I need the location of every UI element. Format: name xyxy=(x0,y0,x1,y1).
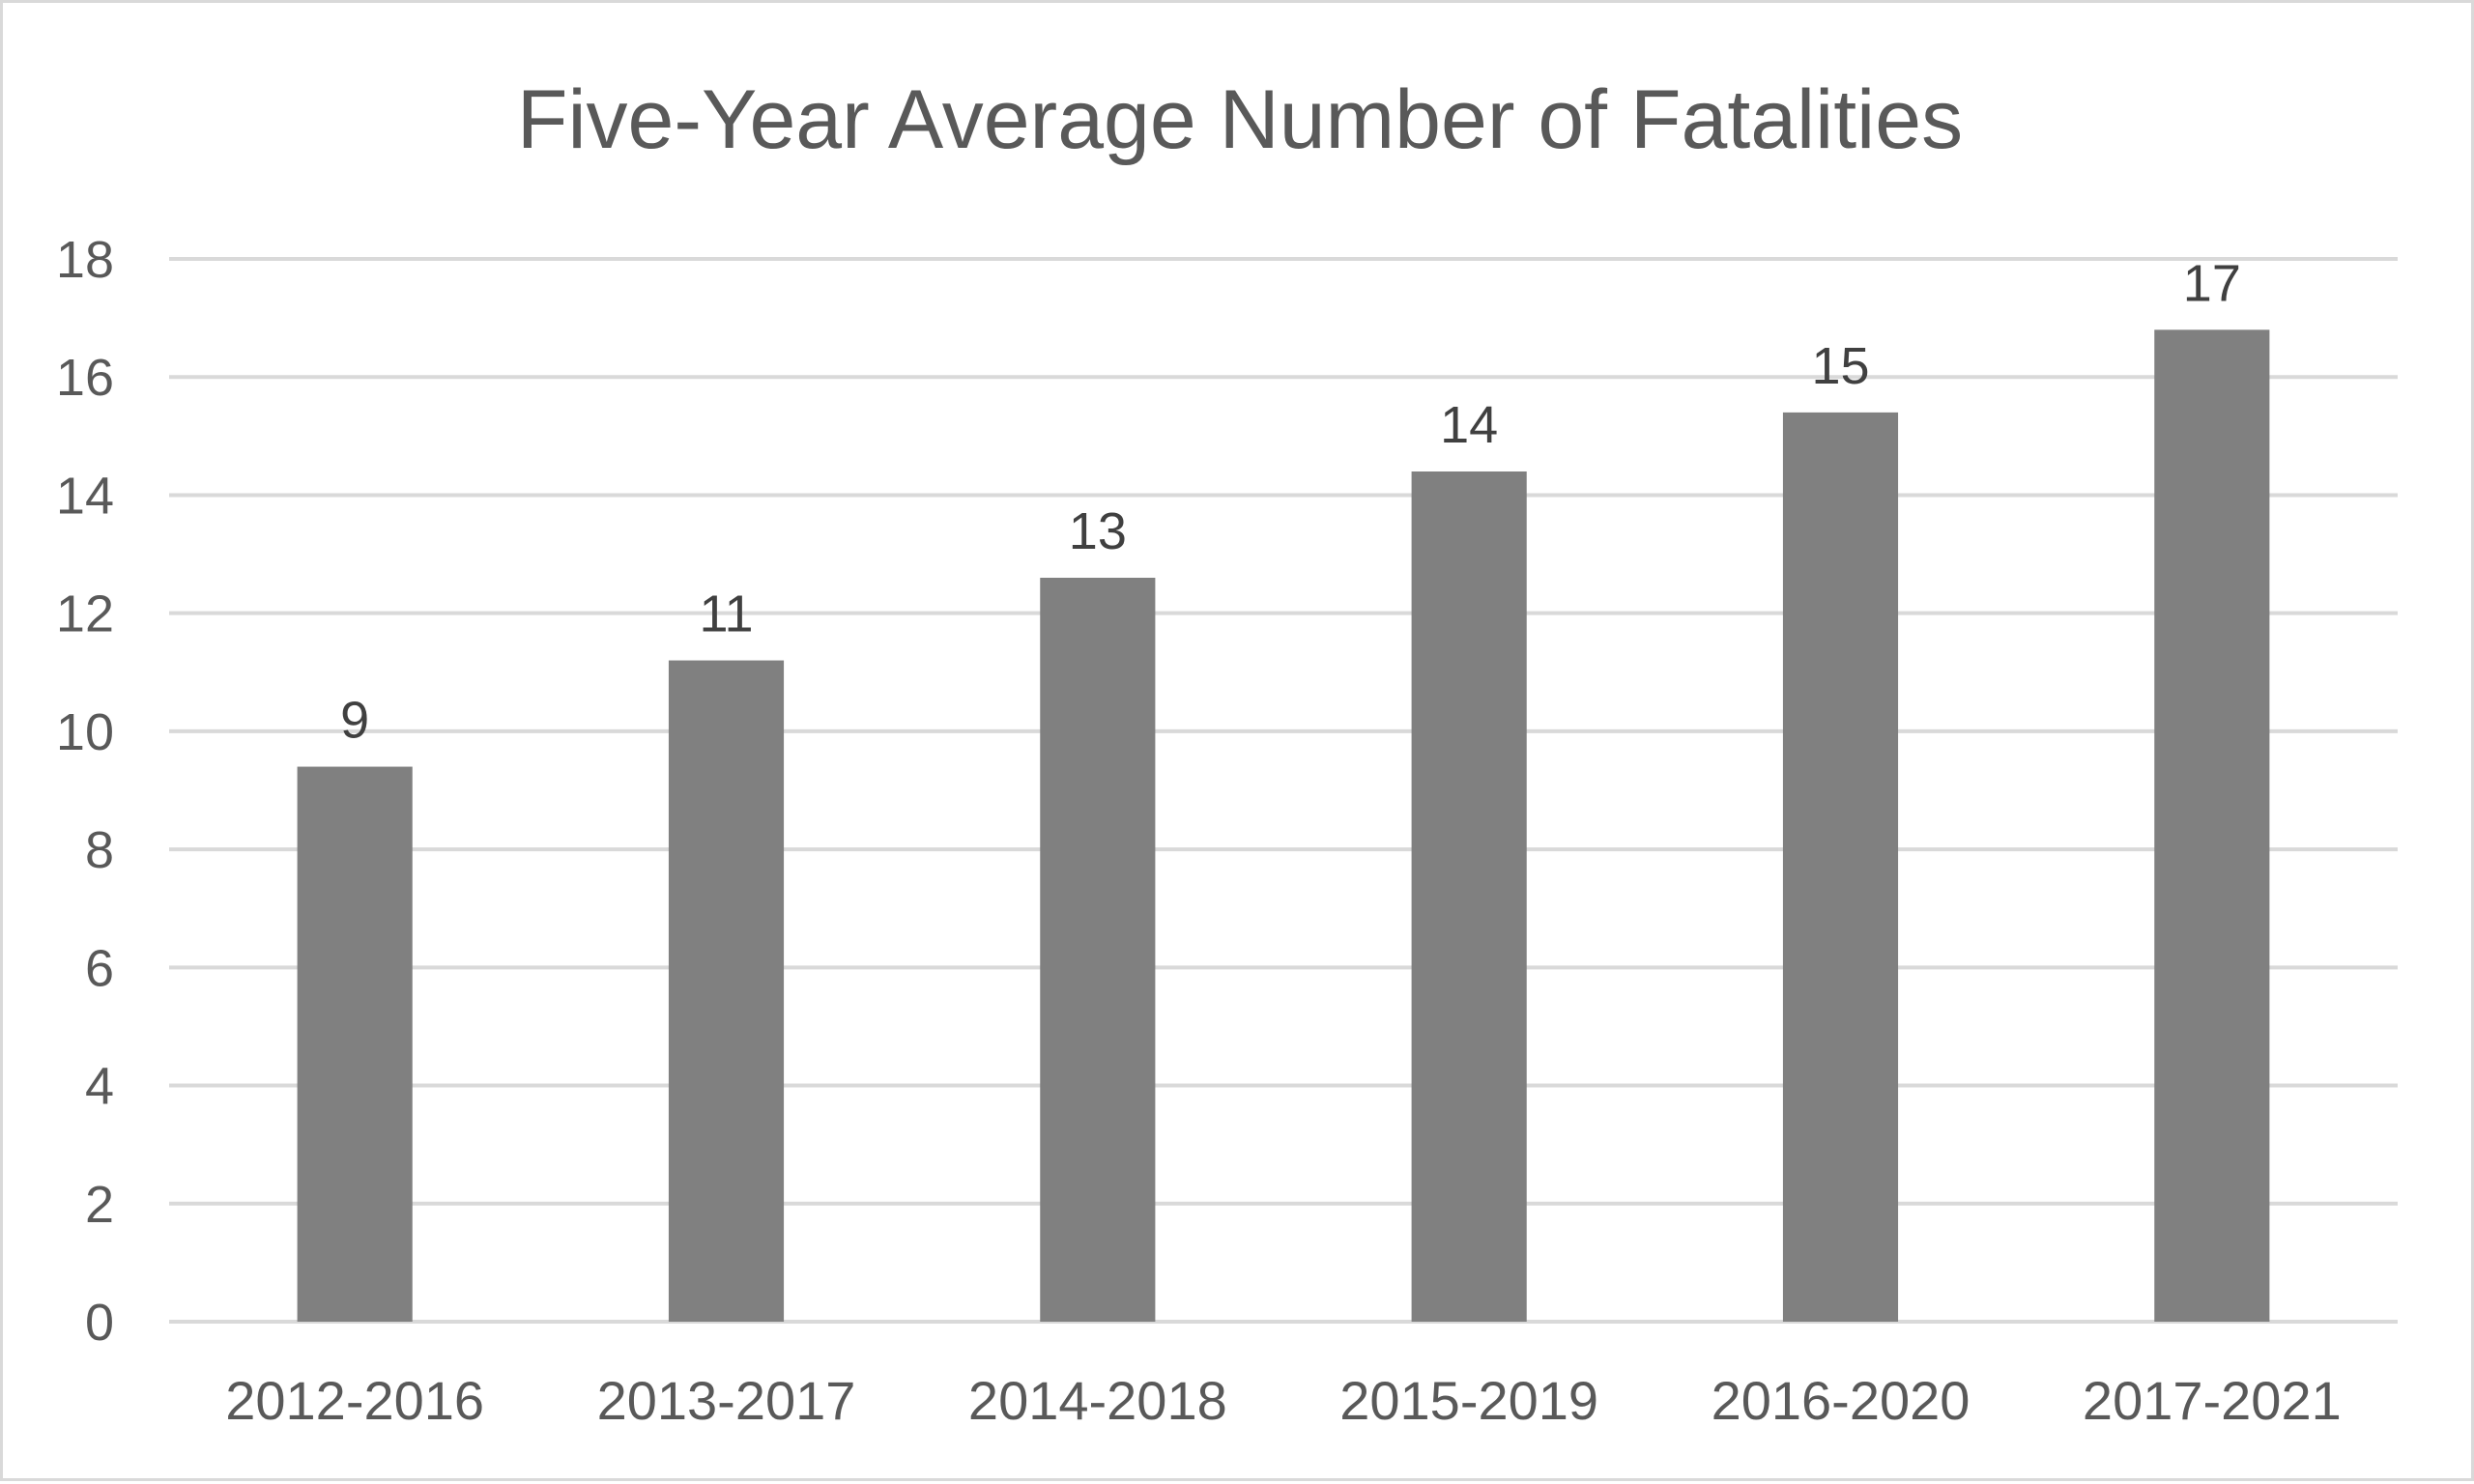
data-label: 14 xyxy=(1440,396,1498,454)
x-category-label: 2013-2017 xyxy=(597,1370,856,1431)
x-category-label: 2014-2018 xyxy=(968,1370,1227,1431)
data-label: 13 xyxy=(1069,502,1127,560)
data-label: 17 xyxy=(2183,254,2241,312)
y-tick-label: 18 xyxy=(56,231,114,289)
bar xyxy=(1411,471,1527,1322)
y-tick-label: 6 xyxy=(85,939,114,997)
x-axis-category-labels: 2012-2016 2013-2017 2014-2018 2015-2019 2016… xyxy=(225,1370,2341,1431)
bar xyxy=(2154,329,2270,1322)
bar-chart: Five-Year Average Number of Fatalities 0… xyxy=(56,73,2398,1431)
y-tick-label: 4 xyxy=(85,1058,114,1116)
y-tick-label: 0 xyxy=(85,1294,114,1352)
x-category-label: 2016-2020 xyxy=(1712,1370,1971,1431)
data-label: 15 xyxy=(1811,337,1869,395)
y-tick-label: 14 xyxy=(56,467,114,525)
x-category-label: 2017-2021 xyxy=(2083,1370,2342,1431)
data-label: 11 xyxy=(699,585,753,643)
y-tick-label: 12 xyxy=(56,585,114,643)
bar xyxy=(297,766,413,1322)
data-labels: 9 11 13 14 15 17 xyxy=(340,254,2241,749)
y-tick-label: 2 xyxy=(85,1176,114,1234)
y-tick-label: 8 xyxy=(85,821,114,879)
gridlines xyxy=(169,257,2398,1324)
x-category-label: 2012-2016 xyxy=(225,1370,484,1431)
bars xyxy=(297,329,2270,1322)
y-tick-label: 10 xyxy=(56,703,114,761)
bar xyxy=(1040,578,1156,1322)
x-category-label: 2015-2019 xyxy=(1339,1370,1598,1431)
bar xyxy=(1782,412,1899,1322)
bar xyxy=(668,660,785,1322)
y-tick-label: 16 xyxy=(56,349,114,407)
y-axis-tick-labels: 0 2 4 6 8 10 12 14 16 18 xyxy=(56,231,114,1352)
data-label: 9 xyxy=(340,692,369,750)
chart-title: Five-Year Average Number of Fatalities xyxy=(517,73,1963,166)
